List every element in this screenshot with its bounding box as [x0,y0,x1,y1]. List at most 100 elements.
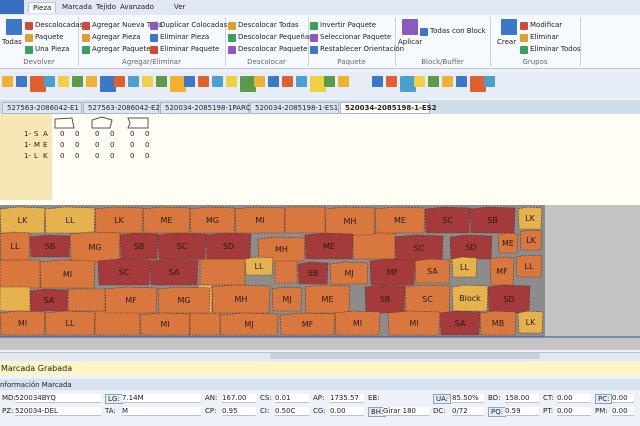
icon [150,46,158,54]
ribbon-button[interactable]: Descolocar Todas [238,21,299,29]
ribbon-button[interactable]: Eliminar Todos [530,45,581,53]
piece [274,258,298,284]
size-count: 0 [95,130,100,138]
field-label: MD: [2,394,16,402]
piece [199,258,246,286]
size-count: 0 [145,130,150,138]
ribbon-button[interactable]: Descolocadas [35,21,84,29]
piece-label: SC [119,268,130,277]
document-tab[interactable]: 520034-2085198-1PARO [160,102,251,114]
piece [279,312,336,336]
piece [324,206,376,236]
scroll-thumb[interactable] [270,353,540,359]
icon [226,76,237,87]
ribbon-button[interactable]: Modificar [530,21,563,29]
piece-label: SA [427,267,438,276]
ribbon-button[interactable]: Eliminar Paquete [160,45,220,53]
icon [228,34,236,42]
ribbon-button[interactable]: Restablecer Orientación [320,45,405,53]
ribbon-button[interactable]: Seleccionar Paquete [320,33,392,41]
field-value: 0.95 [222,407,256,416]
piece-label: SA [169,268,180,277]
document-tab[interactable]: 527563-2086042-E2 [83,102,160,114]
field-label[interactable]: LG: [105,394,123,404]
ribbon-button[interactable]: Aplicar [398,38,423,46]
icon [156,76,167,87]
ribbon-button[interactable]: Descolocar Pequeñas [238,33,313,41]
info-title: nformación Marcada [0,381,72,389]
icon [82,34,90,42]
size-code: A [43,130,48,138]
field-label[interactable]: PQ: [488,407,507,417]
piece [219,312,279,336]
piece [39,259,96,289]
ribbon-button[interactable]: Invertir Paquete [320,21,377,29]
field-label: AN: [205,394,218,402]
piece [271,286,303,312]
ribbon-button[interactable]: Todas con Block [430,27,486,35]
ribbon-button[interactable]: Una Pieza [35,45,70,53]
ribbon-button[interactable]: Duplicar Colocadas [160,21,228,29]
ribbon-button[interactable]: Agregar Pieza [92,33,141,41]
icon [25,22,33,30]
icon [228,22,236,30]
size-name: S [34,130,39,138]
piece-label: SA [44,296,55,305]
ribbon-button[interactable]: Agregar Nueva Talla [92,21,163,29]
menu-tab[interactable]: Tejido [96,3,117,11]
icon [82,22,90,30]
icon [470,76,486,92]
menu-tab[interactable]: Pieza [28,2,57,13]
piece-label: MF [125,296,137,305]
size-count: 0 [110,130,115,138]
piece [364,284,406,314]
menu-tab[interactable]: Avanzado [120,3,154,11]
field-label: CT: [543,394,554,402]
icon [428,76,439,87]
icon [128,76,139,87]
document-tab[interactable]: 527563-2086042-E1 [2,102,82,114]
field-value: Girar 180 [383,407,429,416]
size-count: 0 [60,141,65,149]
icon [456,76,467,87]
piece-label: MG [88,243,101,252]
document-tab[interactable]: 520034-2085198-1-ES2 [340,102,437,114]
piece-label: MJ [282,295,291,304]
piece-label: LL [255,262,264,271]
size-code: E [43,141,48,149]
field-label[interactable]: PC: [595,394,613,404]
group-separator [490,17,491,66]
size-count: 0 [130,141,135,149]
piece-label: MI [63,270,72,279]
field-value: 0.00 [330,407,364,416]
field-value: M [122,407,201,416]
piece [139,312,191,336]
ribbon-button[interactable]: Agregar Paquete [92,45,151,53]
icon [520,22,528,30]
piece [44,206,96,234]
icon [372,76,383,87]
app-button[interactable] [0,0,24,14]
piece-label: SB [134,242,145,251]
menu-tab[interactable]: Ver [174,3,186,11]
field-label: PT: [543,407,554,415]
piece [205,232,252,260]
piece [515,254,543,278]
document-tab[interactable]: 520034-2085198-1-ES1 [250,102,339,114]
status-bar [0,362,640,375]
ribbon-button[interactable]: Todas [2,38,22,46]
size-panel [0,114,640,205]
ribbon-button[interactable]: Eliminar [530,33,559,41]
menu-tab[interactable]: Marcada [62,3,92,11]
ribbon-button[interactable]: Crear [497,38,517,46]
size-strip [0,114,52,200]
piece [387,310,441,336]
field-label[interactable]: UA: [433,394,452,404]
icon [400,76,416,92]
ribbon-button[interactable]: Descolocar Paquete [238,45,308,53]
piece [97,258,151,286]
ribbon-button[interactable]: Paquete [35,33,64,41]
ribbon-button[interactable]: Eliminar Pieza [160,33,210,41]
icon [282,76,293,87]
piece-label: SC [442,216,453,225]
